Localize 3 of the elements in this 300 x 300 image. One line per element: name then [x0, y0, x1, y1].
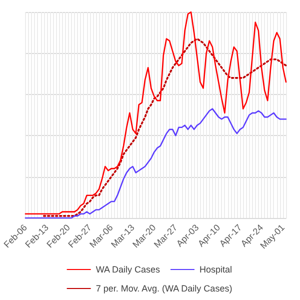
legend-label: WA Daily Cases: [96, 264, 160, 274]
legend-label: 7 per. Mov. Avg. (WA Daily Cases): [96, 284, 232, 294]
legend-label: Hospital: [199, 264, 232, 274]
